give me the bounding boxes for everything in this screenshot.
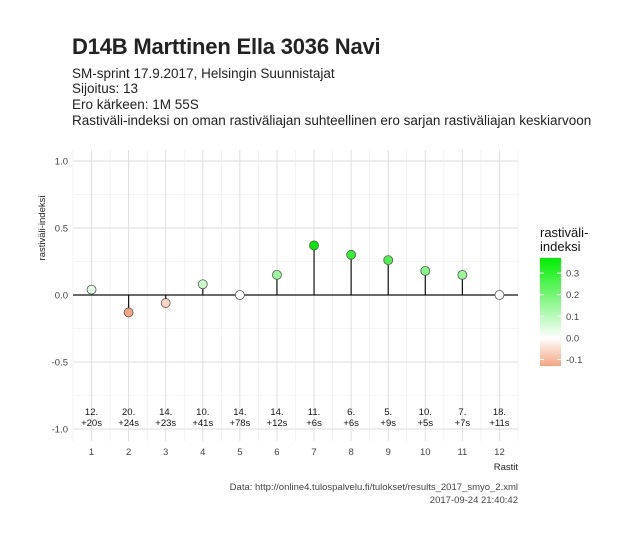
- x-axis-title: Rastit: [494, 462, 519, 473]
- x-tick-label: 9: [386, 447, 391, 458]
- lollipop-point: [123, 307, 134, 318]
- x-tick-label: 2: [126, 447, 131, 458]
- time-diff-label: +24s: [118, 418, 139, 429]
- time-diff-label: +23s: [155, 418, 176, 429]
- x-tick-label: 6: [274, 447, 279, 458]
- lollipop-point: [234, 290, 245, 300]
- data-source-caption: Data: http://online4.tulospalvelu.fi/tul…: [229, 482, 518, 493]
- legend-tick-label: 0.1: [566, 312, 579, 323]
- x-tick-label: 7: [311, 447, 316, 458]
- lollipop-point: [383, 255, 394, 266]
- x-tick-label: 1: [89, 447, 94, 458]
- subtitle-gap: Ero kärkeen: 1M 55S: [72, 97, 199, 112]
- rank-label: 18.: [493, 407, 506, 418]
- rank-label: 5.: [384, 407, 392, 418]
- legend-tick-label: 0.0: [566, 333, 579, 344]
- legend-title: rastiväli-: [540, 225, 588, 240]
- y-tick-label: 0.5: [55, 224, 68, 235]
- time-diff-label: +9s: [380, 418, 396, 429]
- data-labels: 12. 20. 14. 10. 14. 14. 11. 6. 5. 10. 7. 18. +20s +24…: [81, 407, 510, 429]
- legend-tick-label: 0.3: [566, 269, 579, 280]
- rank-label: 6.: [347, 407, 355, 418]
- lollipop-point: [457, 269, 468, 280]
- lollipop-point: [86, 284, 97, 295]
- lollipop-point: [494, 290, 505, 300]
- y-tick-label: -0.5: [52, 358, 68, 369]
- x-tick-label: 11: [457, 447, 467, 458]
- timestamp-caption: 2017-09-24 21:40:42: [429, 495, 518, 506]
- lollipop-point: [346, 249, 357, 260]
- rank-label: 14.: [270, 407, 283, 418]
- time-diff-label: +41s: [192, 418, 213, 429]
- rank-label: 11.: [308, 407, 321, 418]
- x-tick-label: 3: [163, 447, 168, 458]
- rank-label: 14.: [159, 407, 172, 418]
- y-tick-label: -1.0: [52, 425, 68, 436]
- lollipop-point: [309, 240, 319, 251]
- grid: [72, 150, 519, 441]
- x-tick-label: 12: [494, 447, 505, 458]
- axes: 1.00.50.0-0.5-1.01 2 3 4 5 6 7 8 9 10 11 12Rastitra…: [37, 157, 518, 474]
- time-diff-label: +20s: [81, 418, 102, 429]
- rank-label: 12.: [85, 407, 98, 418]
- rank-label: 7.: [458, 407, 466, 418]
- subtitle-event: SM-sprint 17.9.2017, Helsingin Suunnista…: [72, 66, 335, 81]
- lollipop-point: [272, 269, 282, 280]
- legend-colorbar: [540, 258, 561, 366]
- time-diff-label: +11s: [489, 418, 509, 429]
- lollipop-point: [160, 298, 171, 308]
- x-tick-label: 8: [348, 447, 353, 458]
- time-diff-label: +6s: [343, 418, 359, 429]
- legend-title: indeksi: [540, 239, 581, 254]
- y-tick-label: 1.0: [55, 157, 68, 168]
- chart-title: D14B Marttinen Ella 3036 Navi: [72, 34, 381, 59]
- legend: rastiväli-indeksi 0.3 0.2 0.1 0.0 -0.1: [540, 225, 588, 366]
- x-tick-label: 5: [237, 447, 242, 458]
- time-diff-label: +7s: [455, 418, 471, 429]
- rank-label: 10.: [196, 407, 209, 418]
- rank-label: 14.: [233, 407, 246, 418]
- lollipop-point: [420, 265, 431, 276]
- x-tick-label: 4: [200, 447, 205, 458]
- rank-label: 10.: [419, 407, 432, 418]
- legend-tick-label: -0.1: [566, 355, 582, 366]
- subtitle-description: Rastiväli-indeksi on oman rastiväliajan …: [72, 113, 592, 128]
- time-diff-label: +6s: [306, 418, 322, 429]
- y-axis-title: rastiväli-indeksi: [37, 196, 48, 261]
- subtitle-placement: Sijoitus: 13: [72, 81, 139, 96]
- y-tick-label: 0.0: [55, 291, 68, 302]
- time-diff-label: +12s: [267, 418, 288, 429]
- legend-tick-label: 0.2: [566, 290, 579, 301]
- rank-label: 20.: [122, 407, 135, 418]
- x-tick-label: 10: [420, 447, 431, 458]
- marks: [86, 240, 505, 318]
- lollipop-point: [197, 279, 208, 290]
- time-diff-label: +78s: [229, 418, 250, 429]
- time-diff-label: +5s: [417, 418, 433, 429]
